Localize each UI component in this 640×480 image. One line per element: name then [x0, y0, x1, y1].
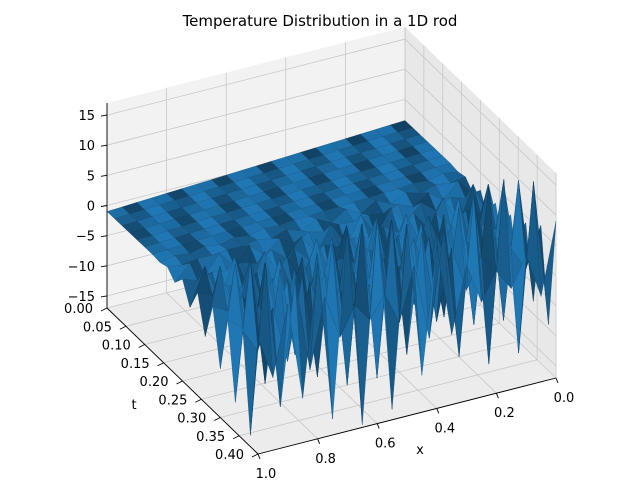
- surface-mesh: [106, 120, 557, 436]
- grid-t-floor: [239, 359, 538, 437]
- t-tick-mark: [176, 380, 183, 385]
- x-tick-mark: [495, 393, 499, 399]
- z-tick-label: 15: [78, 109, 95, 124]
- z-tick-label: 0: [87, 200, 95, 215]
- z-tick-mark: [100, 114, 108, 117]
- surface-facet: [473, 195, 497, 365]
- z-tick-mark: [100, 265, 108, 268]
- surface-facet: [250, 262, 274, 436]
- t-tick-mark: [195, 398, 202, 403]
- t-tick-mark: [100, 307, 108, 312]
- t-tick-label: 0.05: [83, 320, 112, 335]
- z-tick-label: 10: [78, 139, 95, 154]
- grid-z: [106, 38, 557, 186]
- grid-z: [106, 68, 557, 216]
- surface-facet: [414, 245, 437, 376]
- z-tick-mark: [100, 295, 108, 298]
- z-tick-label: 5: [87, 169, 95, 184]
- t-tick-label: 0.35: [196, 430, 225, 445]
- z-tick-label: −15: [68, 290, 95, 305]
- z-tick-mark: [100, 205, 108, 207]
- t-tick-label: 0.00: [64, 302, 93, 317]
- t-tick-mark: [119, 325, 127, 330]
- grid-t-floor: [220, 341, 519, 418]
- surface-facet: [280, 278, 303, 407]
- z-tick-label: −5: [76, 230, 95, 245]
- z-tick-label: −10: [68, 260, 95, 275]
- x-axis-line: [257, 377, 557, 455]
- x-tick-label: 0.0: [554, 391, 575, 406]
- x-tick-mark: [257, 453, 261, 460]
- t-tick-mark: [157, 362, 164, 367]
- surface-facet: [309, 263, 333, 419]
- x-tick-label: 0.2: [494, 406, 515, 421]
- t-tick-mark: [251, 453, 259, 458]
- z-tick-mark: [100, 144, 108, 147]
- t-tick-label: 0.10: [102, 339, 131, 354]
- x-tick-mark: [376, 423, 380, 429]
- t-tick-label: 0.20: [140, 375, 169, 390]
- t-tick-mark: [232, 435, 240, 440]
- z-tick-mark: [100, 235, 108, 238]
- surface-facet: [339, 230, 363, 425]
- t-tick-label: 0.30: [177, 412, 206, 427]
- surface-facet: [384, 224, 408, 410]
- x-tick-label: 0.8: [315, 452, 336, 467]
- x-tick-label: 1.0: [256, 467, 277, 480]
- z-tick-mark: [100, 174, 108, 177]
- x-tick-mark: [555, 377, 559, 384]
- t-tick-label: 0.25: [158, 393, 187, 408]
- x-tick-mark: [436, 408, 440, 414]
- t-tick-mark: [214, 417, 221, 421]
- tick-labels: 0.0 0.2 0.4 0.6 0.8 1.0 0.00 0.05 0.10 0.15 0.20 0.…: [64, 109, 574, 480]
- x-tick-label: 0.6: [375, 437, 396, 452]
- surface-facet: [518, 181, 542, 354]
- surface-facet: [443, 228, 467, 357]
- t-axis-label: t: [131, 398, 136, 413]
- x-tick-label: 0.4: [434, 421, 455, 436]
- t-tick-label: 0.40: [215, 448, 244, 463]
- x-axis-label: x: [416, 443, 424, 458]
- x-tick-mark: [317, 438, 321, 444]
- chart-title: Temperature Distribution in a 1D rod: [182, 12, 458, 30]
- t-tick-mark: [138, 344, 145, 348]
- t-tick-label: 0.15: [121, 357, 150, 372]
